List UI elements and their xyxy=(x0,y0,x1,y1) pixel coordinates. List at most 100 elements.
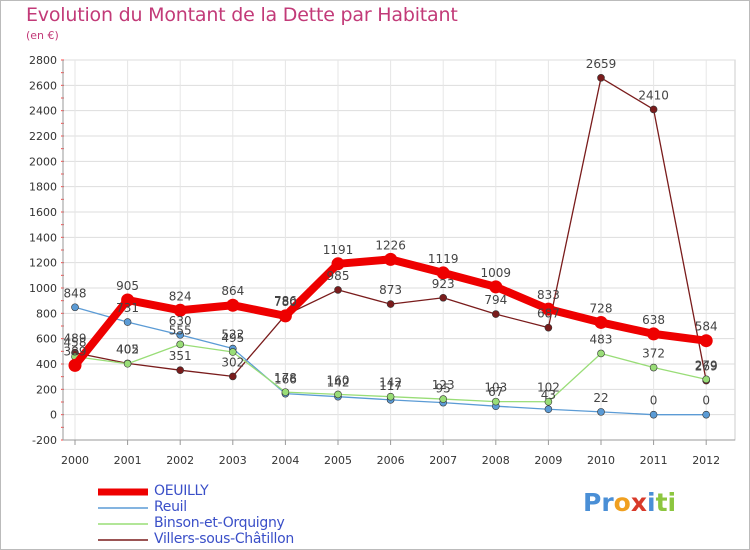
data-label-binson-et-orquigny: 102 xyxy=(537,381,560,395)
data-label-reuil: 142 xyxy=(327,376,350,390)
legend-label-villers: Villers-sous-Châtillon xyxy=(154,531,294,547)
data-point-reuil xyxy=(123,318,132,326)
data-label-villers-sous-ch-tillon: 351 xyxy=(169,349,192,363)
data-point-binson-et-orquigny xyxy=(229,348,237,356)
data-label-oeuilly: 1226 xyxy=(375,238,406,252)
data-label-binson-et-orquigny: 142 xyxy=(379,376,402,390)
data-label-villers-sous-ch-tillon: 985 xyxy=(327,269,350,283)
data-label-oeuilly: 1009 xyxy=(481,266,512,280)
data-label-oeuilly: 833 xyxy=(537,288,560,302)
data-point-binson-et-orquigny xyxy=(544,397,553,406)
data-label-binson-et-orquigny: 160 xyxy=(327,373,350,387)
logo-part: Pr xyxy=(583,488,614,517)
x-tick-label: 2010 xyxy=(587,454,615,467)
data-point-binson-et-orquigny xyxy=(702,375,711,384)
data-point-binson-et-orquigny xyxy=(491,397,500,406)
data-point-villers-sous-ch-tillon xyxy=(229,372,237,381)
legend-swatch-villers xyxy=(98,539,148,541)
data-label-villers-sous-ch-tillon: 302 xyxy=(221,355,244,369)
data-point-villers-sous-ch-tillon xyxy=(491,310,500,318)
data-label-binson-et-orquigny: 279 xyxy=(695,358,718,372)
data-label-oeuilly: 389 xyxy=(64,344,87,358)
data-label-binson-et-orquigny: 555 xyxy=(169,323,192,337)
data-point-villers-sous-ch-tillon xyxy=(386,300,395,308)
legend-label-reuil: Reuil xyxy=(154,499,187,515)
y-tick-label: 1800 xyxy=(29,181,57,194)
data-point-binson-et-orquigny xyxy=(649,363,658,372)
data-label-oeuilly: 584 xyxy=(695,320,718,334)
data-point-oeuilly xyxy=(121,293,135,307)
data-label-reuil: 22 xyxy=(593,391,608,405)
y-tick-label: 1200 xyxy=(29,257,57,270)
y-tick-label: 2000 xyxy=(29,155,57,168)
data-point-binson-et-orquigny xyxy=(386,392,395,401)
logo-part: o xyxy=(613,488,631,517)
x-tick-label: 2000 xyxy=(61,454,89,467)
data-label-binson-et-orquigny: 483 xyxy=(590,332,613,346)
data-point-oeuilly xyxy=(278,309,292,323)
x-tick-label: 2005 xyxy=(324,454,352,467)
chart-title: Evolution du Montant de la Dette par Hab… xyxy=(26,4,458,26)
y-tick-label: 2200 xyxy=(29,130,57,143)
data-label-oeuilly: 905 xyxy=(116,279,139,293)
logo-part: ti xyxy=(655,488,677,517)
data-label-oeuilly: 1191 xyxy=(323,243,354,257)
y-tick-label: 2800 xyxy=(29,54,57,67)
data-point-oeuilly xyxy=(489,280,503,294)
data-label-reuil: 95 xyxy=(436,382,451,396)
data-label-binson-et-orquigny: 178 xyxy=(274,371,297,385)
y-tick-label: 400 xyxy=(36,358,57,371)
data-point-villers-sous-ch-tillon xyxy=(649,105,658,114)
legend-swatch-binson xyxy=(98,523,148,525)
legend-label-binson: Binson-et-Orquigny xyxy=(154,515,285,531)
data-label-villers-sous-ch-tillon: 405 xyxy=(116,342,139,356)
data-point-binson-et-orquigny xyxy=(334,390,342,399)
data-point-oeuilly xyxy=(384,252,398,266)
data-point-oeuilly xyxy=(226,298,240,312)
data-label-villers-sous-ch-tillon: 269 xyxy=(695,360,718,374)
data-label-villers-sous-ch-tillon: 687 xyxy=(537,307,560,321)
data-point-reuil xyxy=(702,410,711,419)
data-point-oeuilly xyxy=(173,303,187,317)
x-tick-label: 2002 xyxy=(166,454,194,467)
x-tick-label: 2012 xyxy=(692,454,720,467)
data-point-reuil xyxy=(71,303,79,312)
legend-swatch-oeuilly xyxy=(98,488,148,496)
logo-part: x xyxy=(630,488,647,517)
x-tick-label: 2009 xyxy=(534,454,562,467)
x-tick-label: 2011 xyxy=(640,454,668,467)
x-tick-label: 2004 xyxy=(271,454,299,467)
x-tick-label: 2008 xyxy=(482,454,510,467)
data-label-reuil: 0 xyxy=(702,394,710,408)
y-tick-label: 1400 xyxy=(29,231,57,244)
data-label-reuil: 43 xyxy=(541,388,556,402)
y-tick-label: 200 xyxy=(36,383,57,396)
data-point-oeuilly xyxy=(699,334,713,348)
y-tick-label: 2600 xyxy=(29,79,57,92)
data-point-oeuilly xyxy=(541,302,555,316)
legend-label-oeuilly: OEUILLY xyxy=(154,483,209,499)
y-tick-label: 1600 xyxy=(29,206,57,219)
data-label-oeuilly: 864 xyxy=(221,284,244,298)
data-label-binson-et-orquigny: 495 xyxy=(221,331,244,345)
x-tick-label: 2003 xyxy=(219,454,247,467)
data-label-binson-et-orquigny: 402 xyxy=(116,343,139,357)
y-tick-label: 1000 xyxy=(29,282,57,295)
data-point-villers-sous-ch-tillon xyxy=(176,366,184,375)
y-tick-label: 0 xyxy=(50,409,57,422)
data-point-reuil xyxy=(544,405,553,414)
data-point-reuil xyxy=(649,410,658,419)
y-tick-label: 2400 xyxy=(29,105,57,118)
data-label-oeuilly: 1119 xyxy=(428,252,459,266)
data-point-villers-sous-ch-tillon xyxy=(597,74,605,82)
data-label-reuil: 166 xyxy=(274,373,297,387)
data-label-reuil: 848 xyxy=(64,286,87,300)
data-point-villers-sous-ch-tillon xyxy=(334,286,342,294)
data-point-binson-et-orquigny xyxy=(123,359,132,368)
x-tick-label: 2006 xyxy=(377,454,405,467)
data-label-oeuilly: 780 xyxy=(274,295,297,309)
data-point-villers-sous-ch-tillon xyxy=(544,323,553,332)
data-label-villers-sous-ch-tillon: 2659 xyxy=(586,57,617,71)
data-point-oeuilly xyxy=(436,266,450,280)
